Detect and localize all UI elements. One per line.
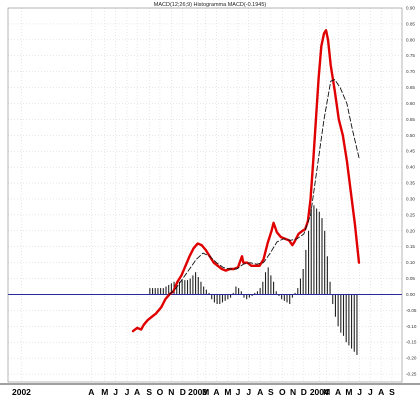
y-tick-label: 0.90 <box>406 6 415 11</box>
x-tick-label: 2003 <box>188 387 207 397</box>
x-tick-label: A <box>378 387 384 397</box>
y-tick-label: 0.65 <box>406 85 415 90</box>
chart-title: MACD(12;26;9) Histogramma MACD(-0.1945) <box>154 2 267 8</box>
y-tick-label: 0.75 <box>406 53 415 58</box>
y-tick-label: -0.05 <box>406 308 417 313</box>
x-tick-label: J <box>236 387 241 397</box>
y-tick-label: 0.85 <box>406 21 415 26</box>
x-tick-label: D <box>180 387 186 397</box>
y-tick-label: 0.20 <box>406 228 415 233</box>
x-tick-label: O <box>279 387 286 397</box>
grid-layer <box>8 7 402 382</box>
plot-frame <box>7 7 403 383</box>
y-tick-label: 0.45 <box>406 149 415 154</box>
x-tick-label: M <box>101 387 108 397</box>
x-tick-label: M <box>323 387 330 397</box>
y-tick-label: -0.25 <box>406 372 417 377</box>
x-tick-label: J <box>246 387 251 397</box>
x-tick-label: S <box>146 387 152 397</box>
y-tick-label: -0.15 <box>406 340 417 345</box>
x-tick-label: J <box>113 387 118 397</box>
x-tick-label: N <box>168 387 174 397</box>
y-tick-label: 0.15 <box>406 244 415 249</box>
y-tick-label: 0.80 <box>406 37 415 42</box>
y-tick-label: 0.25 <box>406 212 415 217</box>
x-tick-label: A <box>213 387 219 397</box>
x-tick-label: 2002 <box>12 387 31 397</box>
x-tick-label: S <box>268 387 274 397</box>
x-tick-label: O <box>157 387 164 397</box>
y-tick-label: -0.10 <box>406 324 417 329</box>
histogram-layer <box>149 205 358 355</box>
y-tick-label: -0.20 <box>406 356 417 361</box>
y-tick-label: 0.35 <box>406 181 415 186</box>
x-tick-label: M <box>202 387 209 397</box>
series-layer <box>131 29 361 333</box>
y-tick-label: 0.40 <box>406 165 415 170</box>
x-tick-label: N <box>290 387 296 397</box>
y-tick-label: 0.70 <box>406 69 415 74</box>
x-tick-label: M <box>345 387 352 397</box>
signal-series-line <box>168 79 360 295</box>
y-tick-label: 0.10 <box>406 260 415 265</box>
axis-layer: -0.25 -0.20 -0.15 -0.10 -0.05 0.00 0.05 0.10 0.1… <box>0 6 420 397</box>
y-tick-label: 0.60 <box>406 101 415 106</box>
x-tick-label: S <box>389 387 395 397</box>
y-tick-label: 0.05 <box>406 276 415 281</box>
x-tick-label: J <box>368 387 373 397</box>
y-tick-label: 0.30 <box>406 196 415 201</box>
y-tick-label: 0.55 <box>406 117 415 122</box>
x-tick-label: A <box>257 387 263 397</box>
y-tick-label: 0.00 <box>406 292 415 297</box>
x-tick-label: J <box>357 387 362 397</box>
y-tick-label: 0.50 <box>406 133 415 138</box>
x-tick-label: A <box>335 387 341 397</box>
x-tick-label: M <box>224 387 231 397</box>
x-tick-label: A <box>134 387 140 397</box>
x-tick-label: 2004 <box>310 387 329 397</box>
x-tick-label: D <box>301 387 307 397</box>
macd-series-line <box>131 29 361 333</box>
x-tick-label: A <box>88 387 94 397</box>
x-tick-label: J <box>125 387 130 397</box>
